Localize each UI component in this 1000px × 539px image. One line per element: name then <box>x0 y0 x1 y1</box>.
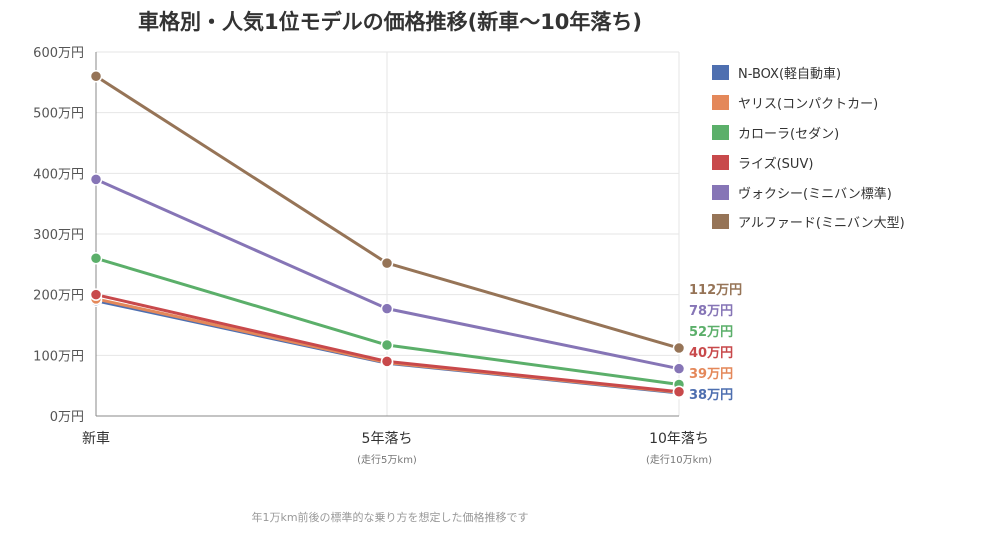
legend-swatch <box>712 184 729 200</box>
y-tick-label: 600万円 <box>33 46 84 61</box>
data-point <box>672 385 686 398</box>
y-tick-label: 400万円 <box>33 167 84 182</box>
y-tick-label: 200万円 <box>33 289 84 304</box>
y-tick-label: 300万円 <box>33 228 84 243</box>
legend-item: ヴォクシー(ミニバン標準) <box>712 177 905 207</box>
legend-swatch <box>712 65 729 81</box>
data-point <box>89 70 103 83</box>
legend-item: カローラ(セダン) <box>712 118 905 148</box>
legend-item: ライズ(SUV) <box>712 147 905 177</box>
x-tick-sublabel: (走行10万km) <box>646 453 712 466</box>
legend-swatch <box>712 214 729 230</box>
legend-label: アルファード(ミニバン大型) <box>738 216 905 232</box>
data-point <box>380 302 394 315</box>
end-value-label: 38万円 <box>689 388 733 403</box>
legend-swatch <box>712 124 729 140</box>
y-tick-label: 500万円 <box>33 107 84 122</box>
legend-label: N-BOX(軽自動車) <box>738 67 842 83</box>
data-point <box>672 362 686 375</box>
data-point <box>380 338 394 352</box>
x-tick-label: 新車 <box>82 430 110 447</box>
x-tick-label: 10年落ち <box>649 431 709 447</box>
legend-label: ヴォクシー(ミニバン標準) <box>738 186 892 202</box>
footnote: 年1万km前後の標準的な乗り方を想定した価格推移です <box>251 511 529 524</box>
end-value-label: 40万円 <box>689 346 733 361</box>
legend-swatch <box>712 154 729 170</box>
legend-label: ライズ(SUV) <box>738 156 814 172</box>
end-value-label: 39万円 <box>689 367 733 382</box>
data-point <box>89 173 103 186</box>
legend-item: N-BOX(軽自動車) <box>712 58 905 88</box>
y-tick-label: 100万円 <box>33 349 84 364</box>
legend-item: アルファード(ミニバン大型) <box>712 207 905 237</box>
legend-label: カローラ(セダン) <box>738 126 840 142</box>
end-value-label: 112万円 <box>689 283 742 298</box>
legend-item: ヤリス(コンパクトカー) <box>712 88 905 118</box>
end-value-label: 52万円 <box>689 325 733 340</box>
x-tick-sublabel: (走行5万km) <box>357 453 417 466</box>
data-point <box>89 288 103 301</box>
y-tick-label: 0万円 <box>50 410 84 425</box>
data-point <box>380 355 394 368</box>
legend-swatch <box>712 95 729 111</box>
data-point <box>89 252 103 265</box>
chart-title: 車格別・人気1位モデルの価格推移(新車〜10年落ち) <box>137 10 643 34</box>
x-tick-label: 5年落ち <box>362 431 413 447</box>
data-point <box>380 256 394 270</box>
legend-label: ヤリス(コンパクトカー) <box>738 97 879 113</box>
data-point <box>672 341 686 355</box>
legend: N-BOX(軽自動車) ヤリス(コンパクトカー) カローラ(セダン) ライズ(SUV)… <box>712 58 905 237</box>
end-value-label: 78万円 <box>689 304 733 319</box>
